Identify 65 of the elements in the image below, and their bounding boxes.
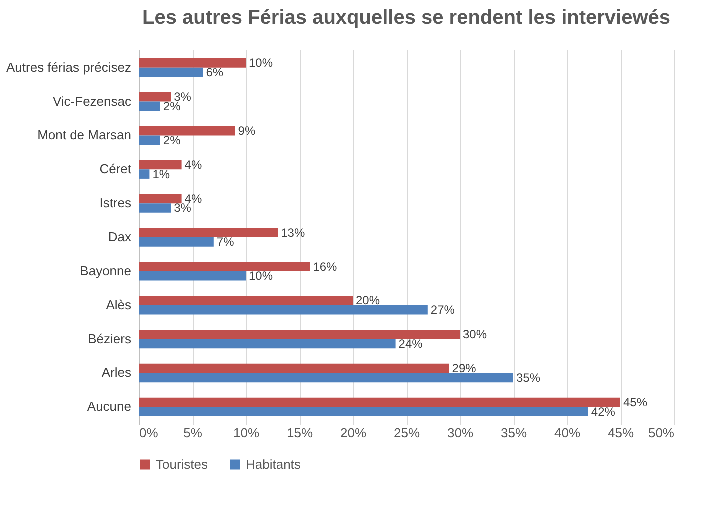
data-label: 10%	[249, 56, 274, 70]
y-tick-label: Istres	[100, 196, 132, 211]
data-label: 27%	[430, 303, 456, 318]
bar	[139, 204, 172, 213]
y-tick-label: Alès	[106, 297, 132, 312]
x-tick-label: 45%	[608, 426, 634, 440]
data-label: 1%	[152, 167, 170, 182]
bar	[139, 271, 246, 281]
y-tick-label: Autres férias précisez	[6, 60, 132, 75]
y-tick-label: Aucune	[87, 399, 132, 414]
bar	[139, 102, 160, 112]
bar	[139, 136, 160, 146]
data-label: 4%	[184, 158, 202, 172]
data-label: 7%	[216, 235, 235, 250]
data-label: 35%	[516, 370, 541, 385]
bar	[139, 126, 236, 136]
x-tick-label: 50%	[648, 426, 675, 440]
data-label: 42%	[591, 404, 616, 419]
legend-label: Habitants	[246, 456, 302, 472]
bar	[139, 68, 204, 78]
y-tick-label: Arles	[102, 365, 132, 380]
bar	[139, 373, 514, 383]
bar	[139, 364, 450, 374]
bar	[139, 238, 214, 247]
data-label: 24%	[398, 336, 424, 351]
x-tick-label: 15%	[286, 426, 314, 440]
data-label: 9%	[238, 124, 256, 138]
x-tick-label: 10%	[233, 426, 260, 440]
bar	[139, 160, 182, 170]
data-label: 13%	[281, 226, 306, 240]
x-tick-label: 20%	[340, 426, 367, 440]
data-label: 30%	[463, 328, 488, 342]
bar	[139, 398, 620, 408]
bar	[139, 305, 428, 315]
x-tick-label: 30%	[447, 426, 474, 440]
y-tick-label: Mont de Marsan	[38, 128, 132, 143]
data-label: 10%	[249, 269, 274, 284]
legend-label: Touristes	[156, 456, 209, 472]
bar	[139, 330, 460, 340]
bar	[139, 407, 588, 417]
y-tick-label: Béziers	[88, 331, 132, 346]
x-tick-label: 35%	[500, 426, 528, 440]
data-label: 2%	[163, 133, 182, 148]
y-tick-label: Céret	[100, 162, 132, 177]
bar	[139, 58, 246, 68]
y-tick-label: Bayonne	[80, 263, 132, 278]
bar	[139, 228, 278, 238]
chart-title: Les autres Férias auxquelles se rendent les interviewés	[142, 7, 671, 29]
bar	[139, 92, 172, 102]
x-tick-label: 40%	[554, 426, 581, 440]
x-tick-label: 25%	[394, 426, 420, 440]
y-tick-label: Vic-Fezensac	[52, 94, 132, 109]
bar	[139, 296, 353, 306]
bar	[139, 194, 182, 204]
data-label: 29%	[452, 362, 477, 376]
data-label: 45%	[624, 396, 648, 410]
bar	[139, 262, 310, 272]
y-tick-label: Dax	[108, 230, 132, 244]
x-tick-label: 0%	[140, 426, 159, 440]
data-label: 20%	[356, 294, 380, 308]
bar	[139, 339, 396, 349]
data-label: 6%	[206, 65, 224, 80]
data-label: 16%	[313, 260, 338, 274]
bar	[139, 170, 150, 179]
x-tick-label: 5%	[184, 426, 203, 440]
